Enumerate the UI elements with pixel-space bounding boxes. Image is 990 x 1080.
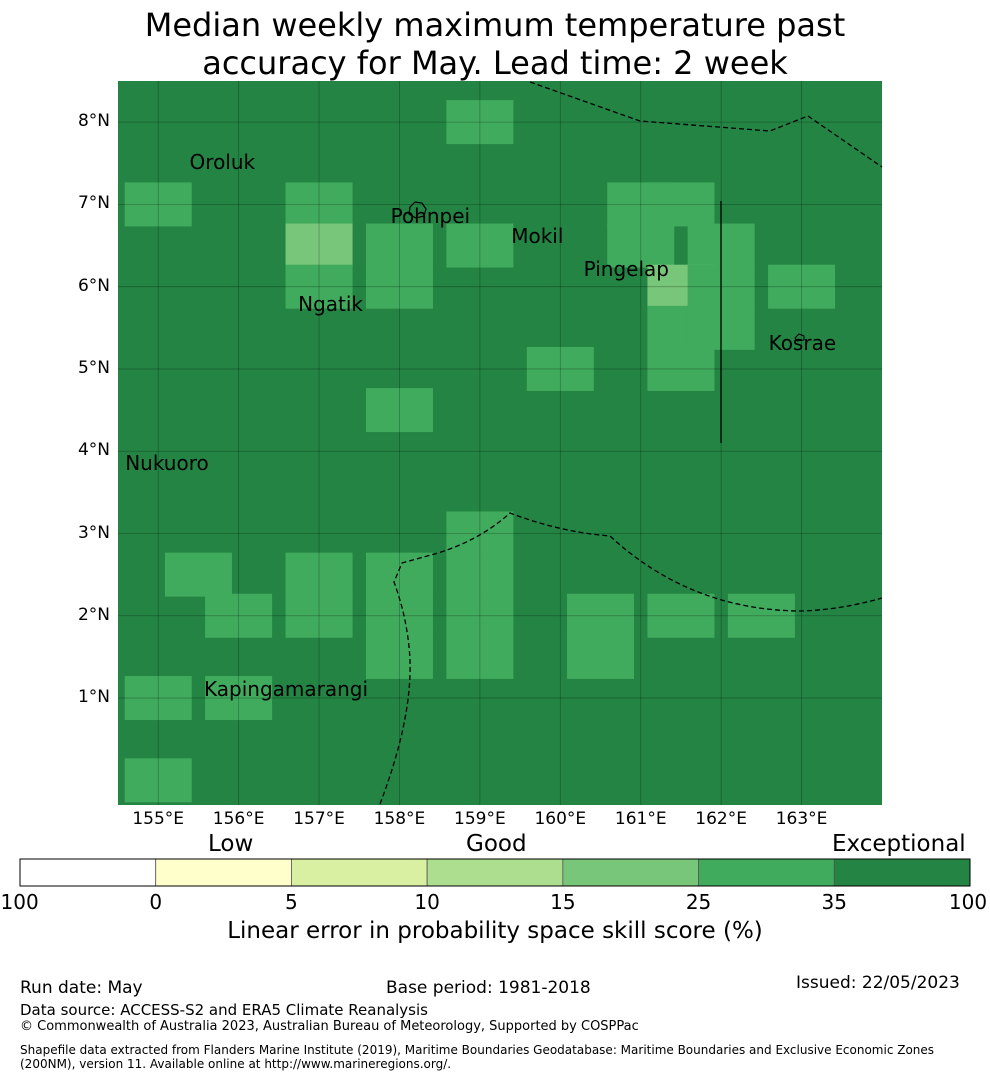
skill-cell-5 xyxy=(285,223,353,268)
skill-cell-4 xyxy=(647,182,715,227)
skill-cell-36 xyxy=(205,676,273,721)
lat-tick-label: 6°N xyxy=(77,275,110,296)
place-label-oroluk: Oroluk xyxy=(189,150,256,175)
shapefile-credit-1: Shapefile data extracted from Flanders M… xyxy=(20,1043,935,1057)
colorbar-swatch-5 xyxy=(698,858,835,887)
lat-tick-label: 1°N xyxy=(77,687,110,708)
maritime-boundaries xyxy=(379,81,883,805)
skill-cell-29 xyxy=(567,593,635,638)
skill-cell-11 xyxy=(365,264,433,309)
lat-tick-label: 7°N xyxy=(77,193,110,214)
island-kosrae xyxy=(794,333,805,342)
colorbar-swatch-0 xyxy=(19,858,157,887)
map-title-line-1: Median weekly maximum temperature past xyxy=(144,6,846,44)
lon-tick-label: 158°E xyxy=(373,809,426,829)
eez-boundary-south xyxy=(379,512,883,805)
skill-cell-37 xyxy=(124,758,192,803)
colorbar-tick-label: 15 xyxy=(550,890,576,914)
colorbar-label: Linear error in probability space skill … xyxy=(227,918,763,944)
colorbar-tick-label: -100 xyxy=(0,890,39,914)
skill-cell-19 xyxy=(365,388,433,433)
colorbar-swatch-2 xyxy=(291,858,428,887)
skill-cell-21 xyxy=(164,552,232,597)
colorbar-frame xyxy=(19,858,971,887)
skill-cell-25 xyxy=(205,593,273,638)
lon-tick-label: 155°E xyxy=(132,809,185,829)
place-label-ngatik: Ngatik xyxy=(298,291,364,316)
skill-cell-8 xyxy=(607,223,675,268)
skill-cell-10 xyxy=(285,264,353,309)
skill-cell-26 xyxy=(285,593,353,638)
place-label-kapingamarangi: Kapingamarangi xyxy=(204,676,369,701)
run-date: Run date: May xyxy=(20,978,143,998)
skill-cell-2 xyxy=(285,182,353,227)
graticule xyxy=(118,81,882,805)
skill-cell-31 xyxy=(727,593,795,638)
data-source: Data source: ACCESS-S2 and ERA5 Climate … xyxy=(20,1001,428,1019)
skill-cell-35 xyxy=(124,676,192,721)
place-label-pingelap: Pingelap xyxy=(583,257,669,282)
base-period: Base period: 1981-2018 xyxy=(386,978,591,998)
lon-tick-label: 156°E xyxy=(212,809,265,829)
lon-tick-label: 163°E xyxy=(775,809,828,829)
skill-cell-24 xyxy=(446,552,514,597)
skill-cell-0 xyxy=(446,100,514,145)
colorbar-swatch-4 xyxy=(562,858,699,887)
map-title-line-2: accuracy for May. Lead time: 2 week xyxy=(202,44,788,82)
colorbar-tick-label: 35 xyxy=(821,890,848,914)
skill-cell-34 xyxy=(567,634,635,679)
colorbar-tick-label: 10 xyxy=(414,890,440,914)
lon-tick-label: 161°E xyxy=(614,809,667,829)
lon-tick-label: 160°E xyxy=(534,809,587,829)
colorbar-swatch-1 xyxy=(155,858,292,887)
lat-tick-label: 5°N xyxy=(77,357,110,378)
lon-tick-label: 162°E xyxy=(695,809,747,829)
shapefile-credit-2: (200NM), version 11. Available online at… xyxy=(20,1057,452,1071)
skill-cell-20 xyxy=(446,511,514,556)
skill-cell-33 xyxy=(446,634,514,679)
skill-cell-27 xyxy=(365,593,433,638)
skill-cell-1 xyxy=(124,182,192,227)
skill-cell-23 xyxy=(365,552,433,597)
skill-cell-28 xyxy=(446,593,514,638)
legend-good-label: Good xyxy=(466,831,527,857)
legend-exceptional-label: Exceptional xyxy=(832,831,966,857)
lat-tick-label: 3°N xyxy=(77,522,110,543)
skill-cell-22 xyxy=(285,552,353,597)
skill-cells xyxy=(118,81,882,805)
skill-cell-7 xyxy=(446,223,514,268)
island-pohnpei xyxy=(408,201,427,219)
skill-cell-14 xyxy=(768,264,836,309)
issued-date: Issued: 22/05/2023 xyxy=(796,973,960,993)
colorbar-swatch-3 xyxy=(426,858,564,887)
colorbar-tick-label: 5 xyxy=(285,890,298,914)
skill-cell-32 xyxy=(365,634,433,679)
skill-cell-17 xyxy=(526,346,594,391)
place-label-nukuoro: Nukuoro xyxy=(125,450,209,475)
lon-tick-label: 157°E xyxy=(293,809,345,829)
legend-low-label: Low xyxy=(208,831,254,857)
skill-cell-30 xyxy=(647,593,715,638)
place-label-pohnpei: Pohnpei xyxy=(390,203,471,228)
colorbar-tick-label: 25 xyxy=(685,890,712,914)
place-label-mokil: Mokil xyxy=(511,224,564,249)
colorbar-tick-label: 100 xyxy=(948,890,988,914)
colorbar-tick-label: 0 xyxy=(149,890,163,914)
colorbar xyxy=(19,858,971,887)
skill-cell-6 xyxy=(365,223,433,268)
lon-tick-label: 159°E xyxy=(454,809,506,829)
skill-cell-18 xyxy=(647,346,715,391)
lat-tick-label: 8°N xyxy=(77,111,110,132)
lat-tick-label: 4°N xyxy=(77,440,110,461)
colorbar-swatch-6 xyxy=(833,858,971,887)
place-label-kosrae: Kosrae xyxy=(768,331,837,356)
copyright: © Commonwealth of Australia 2023, Austra… xyxy=(20,1019,639,1034)
lat-tick-label: 2°N xyxy=(77,604,110,625)
